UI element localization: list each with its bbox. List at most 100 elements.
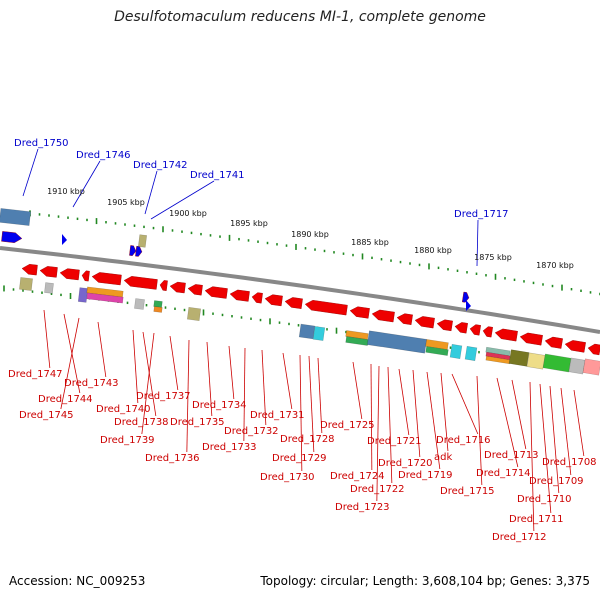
gene-label[interactable]: Dred_1716 — [436, 435, 491, 446]
domain-box — [153, 306, 163, 313]
gene-label[interactable]: Dred_1732 — [224, 426, 279, 437]
forward-gene-arrow[interactable] — [62, 234, 67, 245]
forward-gene-arrow[interactable] — [1, 231, 23, 243]
leader-line — [476, 375, 483, 486]
reverse-gene-arrow[interactable] — [204, 286, 228, 299]
gene-label[interactable]: Dred_1729 — [272, 453, 327, 464]
gene-label[interactable]: Dred_1714 — [476, 468, 531, 479]
reverse-gene-arrow[interactable] — [264, 294, 283, 307]
leader-line — [560, 387, 572, 476]
gene-label[interactable]: Dred_1750 — [14, 138, 69, 149]
gene-label[interactable]: Dred_1741 — [190, 170, 245, 181]
gene-label[interactable]: Dred_1728 — [280, 434, 335, 445]
domain-box — [77, 287, 89, 303]
reverse-gene-arrow[interactable] — [304, 299, 348, 316]
domain-box — [449, 344, 463, 359]
reverse-gene-arrow[interactable] — [91, 272, 122, 286]
reverse-gene-arrow[interactable] — [251, 292, 263, 304]
reverse-gene-arrow[interactable] — [414, 315, 435, 329]
gene-label[interactable]: Dred_1724 — [330, 471, 385, 482]
scale-label: 1895 kbp — [230, 219, 268, 228]
gene-label[interactable]: Dred_1743 — [64, 378, 119, 389]
reverse-gene-arrow[interactable] — [169, 281, 186, 294]
gene-label[interactable]: Dred_1737 — [136, 391, 191, 402]
scale-label: 1875 kbp — [474, 253, 512, 262]
reverse-gene-arrow[interactable] — [494, 328, 518, 342]
reverse-gene-arrow[interactable] — [159, 280, 168, 291]
reverse-gene-arrow[interactable] — [544, 336, 563, 349]
reverse-gene-arrow[interactable] — [123, 275, 158, 290]
gene-label[interactable]: Dred_1708 — [542, 457, 597, 468]
gene-label[interactable]: Dred_1723 — [335, 502, 390, 513]
scale-label: 1910 kbp — [47, 187, 85, 196]
gene-label[interactable]: Dred_1709 — [529, 476, 584, 487]
gene-label[interactable]: Dred_1746 — [76, 150, 131, 161]
reverse-gene-arrow[interactable] — [482, 326, 493, 338]
domain-box — [312, 326, 326, 341]
gene-label[interactable]: Dred_1712 — [492, 532, 547, 543]
gene-label[interactable]: Dred_1719 — [398, 470, 453, 481]
leader-line — [243, 347, 246, 442]
forward-gene-arrow[interactable] — [466, 300, 471, 311]
forward-gene-arrow[interactable] — [135, 245, 143, 257]
gene-label[interactable]: Dred_1720 — [378, 458, 433, 469]
gene-label[interactable]: Dred_1745 — [19, 410, 74, 421]
leader-line — [22, 148, 39, 197]
reverse-gene-arrow[interactable] — [284, 296, 303, 309]
gene-label[interactable]: Dred_1722 — [350, 484, 405, 495]
gene-label[interactable]: adk — [434, 452, 452, 463]
reverse-gene-arrow[interactable] — [454, 321, 468, 334]
reverse-gene-arrow[interactable] — [587, 343, 600, 356]
backbone-track — [0, 246, 600, 334]
reverse-gene-arrow[interactable] — [39, 266, 58, 278]
reverse-gene-arrow[interactable] — [519, 332, 543, 346]
leader-line — [169, 335, 179, 391]
gene-label[interactable]: Dred_1725 — [320, 420, 375, 431]
gene-label[interactable]: Dred_1735 — [170, 417, 225, 428]
reverse-gene-arrow[interactable] — [187, 283, 203, 296]
gene-label[interactable]: Dred_1733 — [202, 442, 257, 453]
reverse-gene-arrow[interactable] — [469, 324, 481, 336]
gene-label[interactable]: Dred_1738 — [114, 417, 169, 428]
reverse-gene-arrow[interactable] — [349, 306, 370, 319]
leader-line — [440, 372, 449, 452]
reverse-gene-arrow[interactable] — [229, 289, 250, 302]
domain-box — [568, 357, 586, 375]
domain-box — [44, 282, 54, 294]
gene-label[interactable]: Dred_1711 — [509, 514, 564, 525]
gene-label[interactable]: Dred_1721 — [367, 436, 422, 447]
gene-label[interactable]: Dred_1740 — [96, 404, 151, 415]
reverse-strand-genes[interactable] — [21, 263, 600, 356]
gene-label[interactable]: Dred_1739 — [100, 435, 155, 446]
forward-gene-arrow[interactable] — [129, 245, 137, 256]
gene-label[interactable]: Dred_1736 — [145, 453, 200, 464]
reverse-gene-arrow[interactable] — [396, 313, 413, 325]
gene-label[interactable]: Dred_1742 — [133, 160, 188, 171]
gene-label[interactable]: Dred_1717 — [454, 209, 509, 220]
gene-label[interactable]: Dred_1734 — [192, 400, 247, 411]
leader-line — [43, 309, 51, 369]
domain-box — [86, 292, 124, 304]
gene-label[interactable]: Dred_1713 — [484, 450, 539, 461]
scale-label: 1890 kbp — [291, 230, 329, 239]
forward-strand-genes[interactable] — [1, 231, 471, 311]
gene-label[interactable]: Dred_1731 — [250, 410, 305, 421]
gene-label[interactable]: Dred_1710 — [517, 494, 572, 505]
domain-box — [582, 358, 600, 376]
reverse-gene-arrow[interactable] — [564, 339, 586, 353]
gene-label[interactable]: Dred_1744 — [38, 394, 93, 405]
reverse-gene-arrow[interactable] — [21, 263, 38, 276]
reverse-gene-arrow[interactable] — [81, 270, 90, 282]
gene-label[interactable]: Dred_1715 — [440, 486, 495, 497]
scale-label: 1880 kbp — [414, 246, 452, 255]
reverse-gene-arrow[interactable] — [436, 319, 453, 332]
leader-line — [476, 219, 479, 267]
reverse-gene-arrow[interactable] — [59, 268, 80, 281]
forward-gene-arrow[interactable] — [461, 291, 470, 303]
domain-box — [298, 323, 316, 340]
gene-label[interactable]: Dred_1747 — [8, 369, 63, 380]
reverse-gene-arrow[interactable] — [371, 309, 395, 323]
gene-label[interactable]: Dred_1730 — [260, 472, 315, 483]
